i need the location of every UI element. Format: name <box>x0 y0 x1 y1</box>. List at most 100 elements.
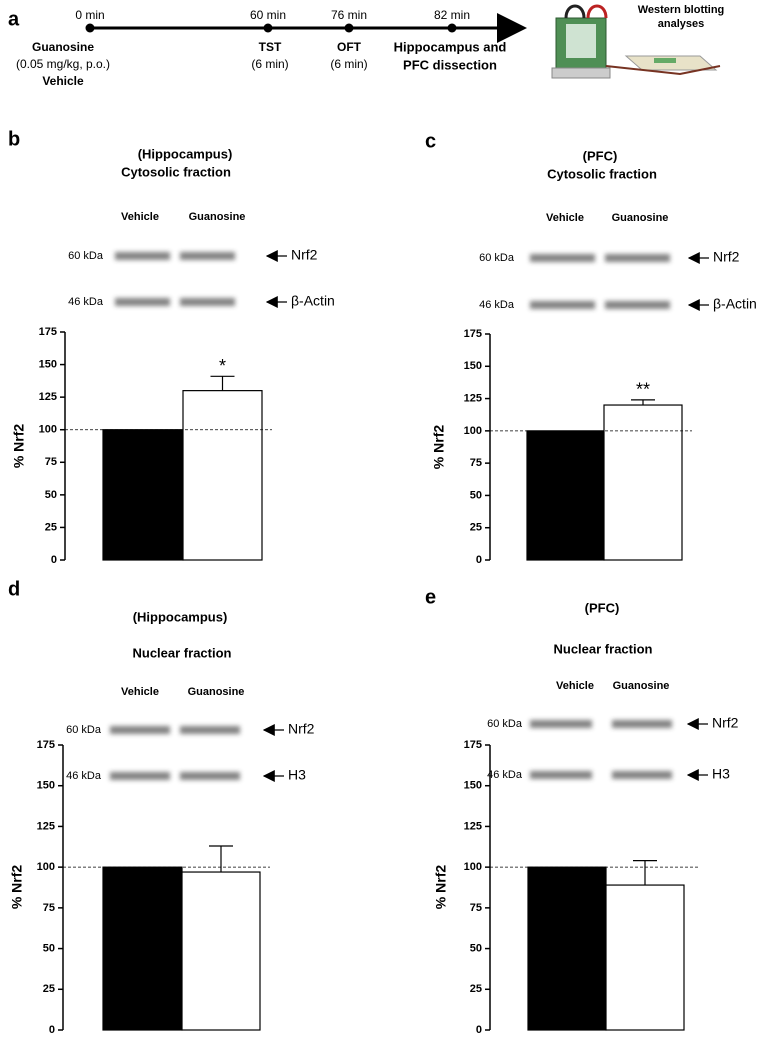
y-tick-label: 75 <box>470 457 482 469</box>
protein-label: H3 <box>712 766 730 782</box>
panel-label: b <box>8 128 20 150</box>
region-title: (Hippocampus) <box>138 146 233 161</box>
y-tick-label: 125 <box>464 392 482 404</box>
protein-label: H3 <box>288 767 306 783</box>
blot-band <box>530 301 595 309</box>
y-tick-label: 75 <box>45 456 57 468</box>
y-axis-label: % Nrf2 <box>9 865 25 910</box>
y-tick-label: 25 <box>45 521 57 533</box>
y-axis-label: % Nrf2 <box>431 425 447 470</box>
y-tick-label: 25 <box>43 983 55 995</box>
event-text: (6 min) <box>330 57 367 71</box>
lane-label: Guanosine <box>189 211 246 223</box>
y-tick-label: 0 <box>476 554 482 566</box>
y-tick-label: 0 <box>49 1024 55 1036</box>
y-tick-label: 125 <box>37 820 55 832</box>
panel-label: e <box>425 586 436 608</box>
protein-label: β-Actin <box>713 296 757 312</box>
blot-band <box>115 298 170 306</box>
y-tick-label: 50 <box>43 942 55 954</box>
event-text: Hippocampus and <box>394 39 507 54</box>
protein-label: Nrf2 <box>712 715 739 731</box>
panel-label: a <box>8 8 20 30</box>
y-tick-label: 75 <box>470 902 482 914</box>
lane-label: Guanosine <box>612 212 669 224</box>
lane-label: Vehicle <box>121 211 159 223</box>
blot-band <box>530 720 592 728</box>
time-label: 0 min <box>75 8 104 22</box>
bar <box>182 390 263 561</box>
y-tick-label: 100 <box>37 861 55 873</box>
blot-band <box>110 726 170 734</box>
timeline: 0 min 60 min 76 min 82 min Guanosine (0.… <box>16 8 527 88</box>
y-tick-label: 150 <box>464 780 482 792</box>
blot-band <box>605 301 670 309</box>
protein-label: Nrf2 <box>288 721 315 737</box>
bar <box>605 884 685 1031</box>
event-text: Vehicle <box>42 74 84 88</box>
kda-label: 46 kDa <box>479 299 515 311</box>
cable <box>586 4 608 19</box>
lane-label: Vehicle <box>546 212 584 224</box>
time-label: 60 min <box>250 8 286 22</box>
time-dot <box>344 23 354 33</box>
lane-label: Guanosine <box>613 680 670 692</box>
y-axis-label: % Nrf2 <box>11 424 27 469</box>
lane-label: Vehicle <box>121 686 159 698</box>
blot-band <box>612 771 672 779</box>
significance: * <box>219 356 226 376</box>
protein-label: Nrf2 <box>713 249 740 265</box>
display <box>654 58 676 63</box>
y-tick-label: 50 <box>45 489 57 501</box>
event-text: PFC dissection <box>403 57 497 72</box>
y-tick-label: 100 <box>39 424 57 436</box>
y-axis-label: % Nrf2 <box>433 865 449 910</box>
western-apparatus: Western blotting analyses <box>551 4 725 79</box>
apparatus-label: Western blotting <box>638 4 725 16</box>
blot-band <box>605 254 670 262</box>
y-tick-label: 25 <box>470 983 482 995</box>
protein-label: Nrf2 <box>291 247 318 263</box>
event-text: (0.05 mg/kg, p.o.) <box>16 57 110 71</box>
lane-label: Guanosine <box>188 686 245 698</box>
time-label: 76 min <box>331 8 367 22</box>
y-tick-label: 50 <box>470 489 482 501</box>
region-title: (PFC) <box>585 600 620 615</box>
bar <box>526 430 605 561</box>
fraction-title: Cytosolic fraction <box>547 166 657 181</box>
blot-band <box>180 726 240 734</box>
blot-band <box>180 772 240 780</box>
cable <box>564 4 586 19</box>
kda-label: 60 kDa <box>68 250 104 262</box>
tank-window <box>566 24 596 58</box>
time-dot <box>263 23 273 33</box>
y-tick-label: 125 <box>39 391 57 403</box>
blot-band <box>110 772 170 780</box>
blot-band <box>115 252 170 260</box>
event-text: Guanosine <box>32 40 94 54</box>
wire <box>605 65 721 76</box>
fraction-title: Cytosolic fraction <box>121 164 231 179</box>
y-tick-label: 25 <box>470 522 482 534</box>
significance: ** <box>636 380 650 400</box>
fraction-title: Nuclear fraction <box>554 641 653 656</box>
bar <box>102 866 183 1031</box>
y-tick-label: 0 <box>476 1024 482 1036</box>
fraction-title: Nuclear fraction <box>133 645 232 660</box>
bar <box>181 871 261 1031</box>
blot-band <box>530 254 595 262</box>
kda-label: 60 kDa <box>487 718 523 730</box>
y-tick-label: 175 <box>37 739 55 751</box>
y-tick-label: 50 <box>470 942 482 954</box>
event-text: OFT <box>337 40 362 54</box>
time-label: 82 min <box>434 8 470 22</box>
y-tick-label: 125 <box>464 820 482 832</box>
kda-label: 46 kDa <box>66 770 102 782</box>
blot-band <box>530 771 592 779</box>
y-tick-label: 175 <box>464 739 482 751</box>
kda-label: 60 kDa <box>479 252 515 264</box>
kda-label: 60 kDa <box>66 724 102 736</box>
region-title: (PFC) <box>583 148 618 163</box>
tank-base <box>551 67 611 79</box>
panel-label: d <box>8 578 20 600</box>
